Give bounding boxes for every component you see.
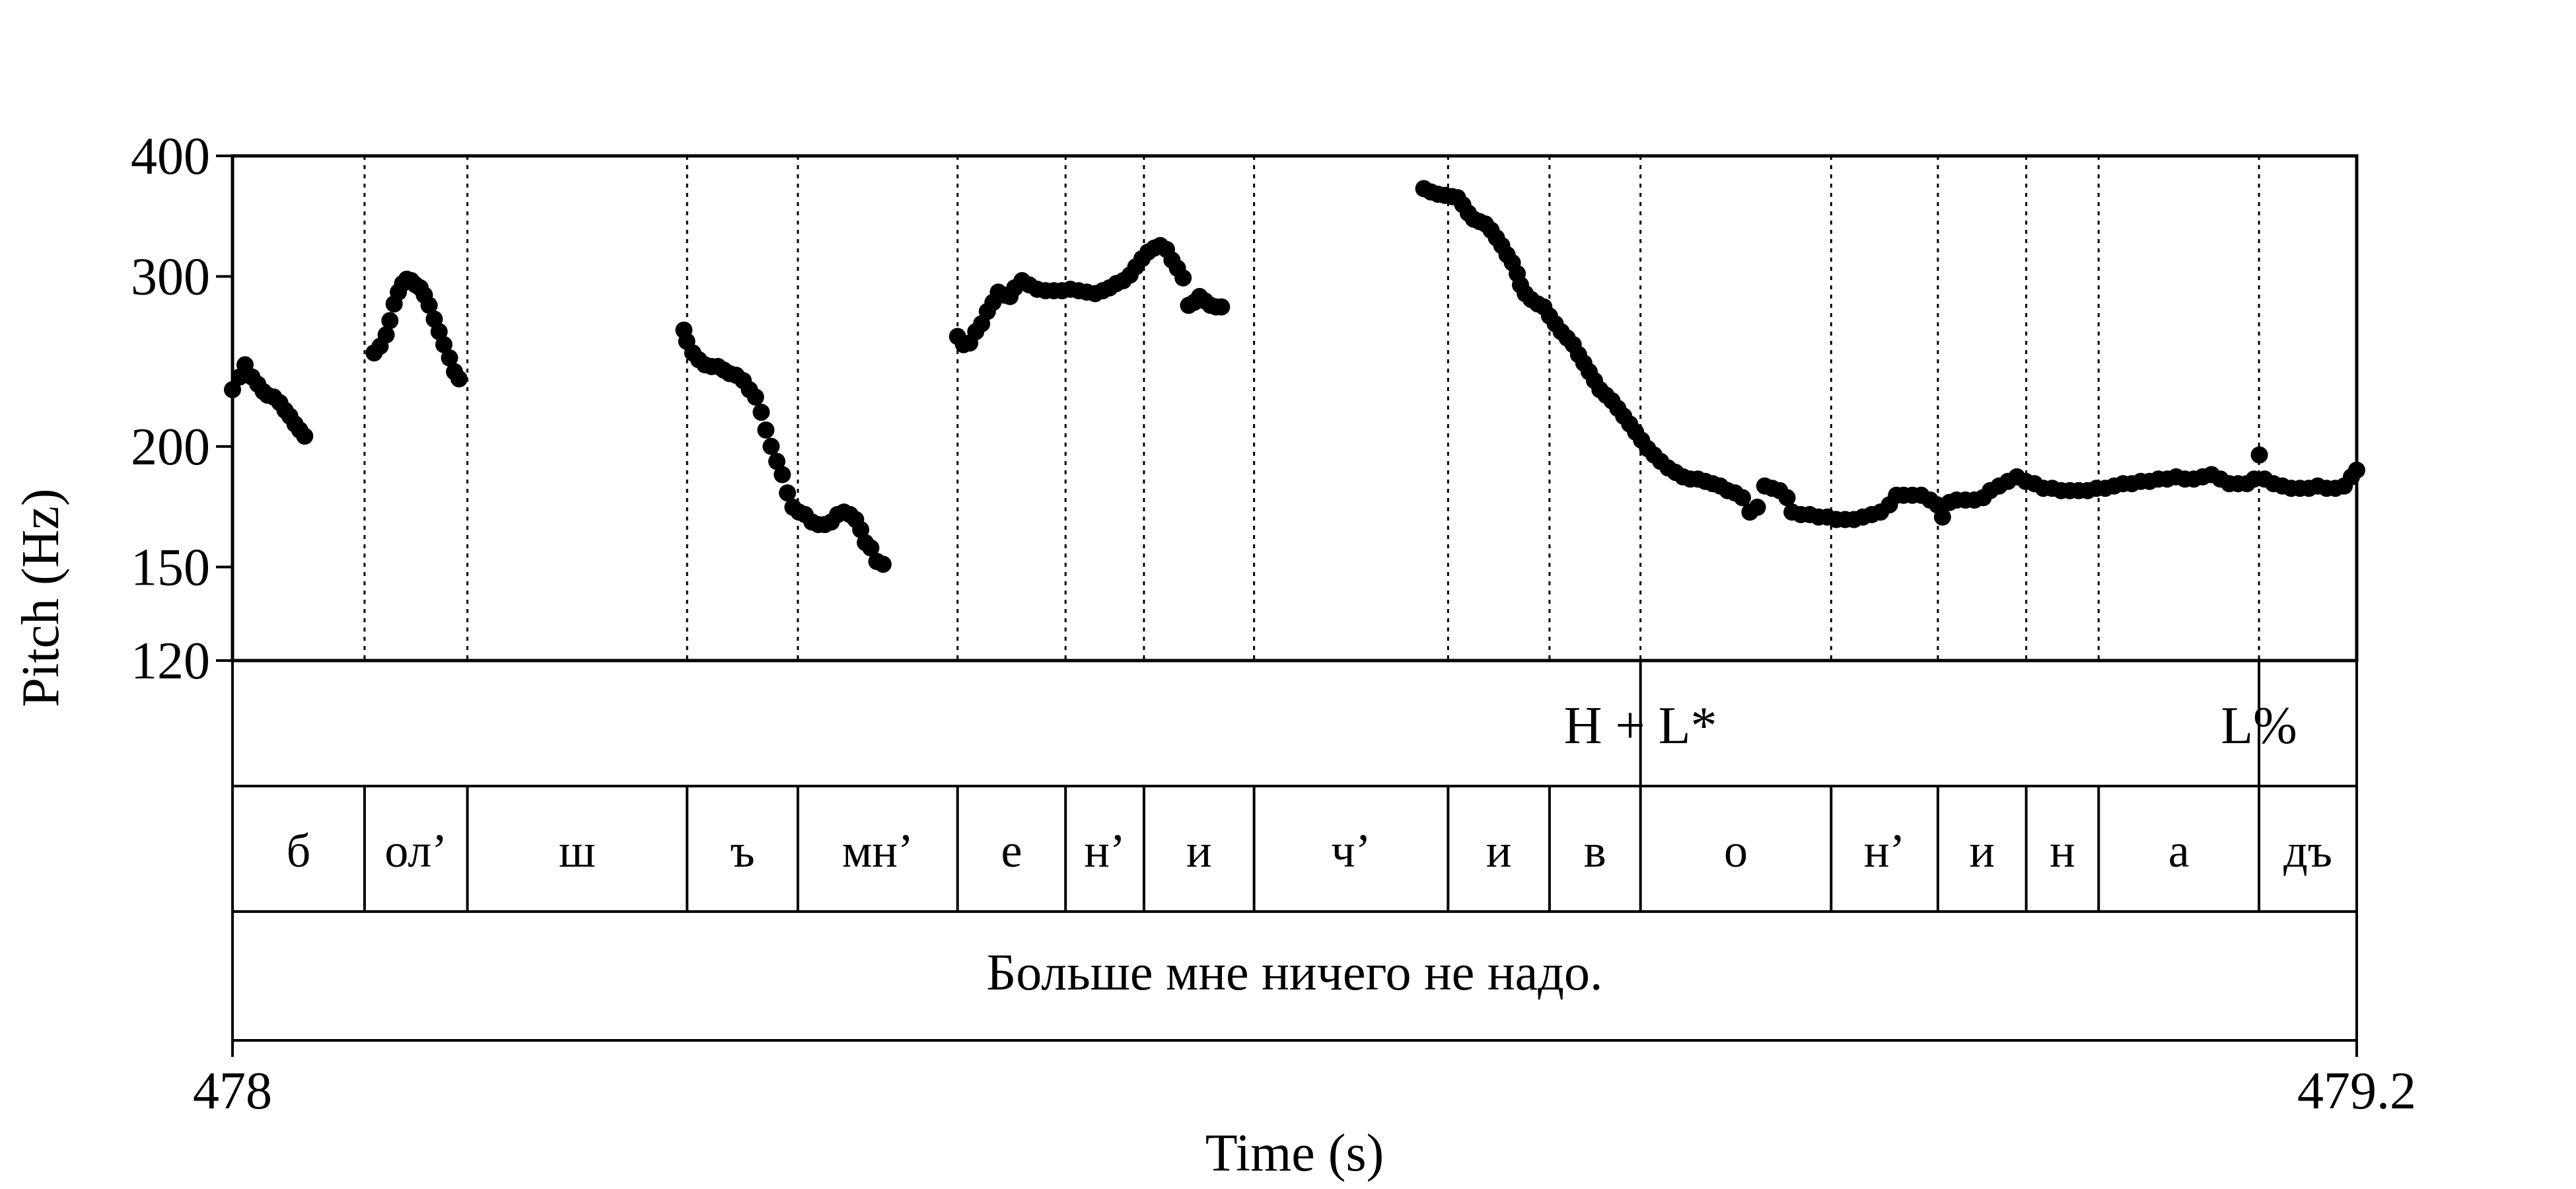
y-tick-label: 200 [131, 418, 210, 476]
pitch-point [296, 427, 314, 445]
pitch-point [450, 370, 468, 388]
segment-label: б [287, 824, 311, 877]
segment-labels-layer: б ол’ ш ъ мн’ е н’ и ч’ и в о н’ и н а дъ [287, 824, 2332, 877]
pitch-point [1174, 269, 1192, 287]
segment-label: ш [559, 824, 595, 877]
segment-boundaries-layer [363, 156, 2261, 912]
pitch-point [1778, 489, 1796, 507]
pitch-point [874, 556, 892, 573]
segment-label: о [1724, 824, 1748, 877]
segment-label: мн’ [842, 824, 913, 877]
pitch-point [757, 421, 775, 439]
segment-label: ол’ [384, 824, 447, 877]
pitch-point [862, 539, 880, 557]
pitch-point [420, 297, 438, 314]
x-axis: 478 479.2 Time (s) [193, 1040, 2416, 1182]
pitch-point [752, 404, 770, 421]
y-axis: 120 150 200 300 400 [131, 127, 233, 690]
pitch-point [1748, 498, 1766, 516]
pitch-points-layer [224, 180, 2365, 573]
segment-label: в [1584, 824, 1606, 877]
y-tick-label: 120 [131, 632, 210, 690]
tone-label: H + L* [1564, 697, 1717, 755]
pitch-plot-frame [231, 154, 2359, 663]
segment-tier-box [231, 785, 2358, 913]
segment-label: н’ [1084, 824, 1126, 877]
x-axis-label: Time (s) [1205, 1124, 1384, 1182]
pitch-point [779, 484, 797, 502]
pitch-point [762, 437, 780, 455]
x-tick-label-end: 479.2 [2297, 1062, 2416, 1120]
pitch-point [430, 323, 448, 341]
sentence-tier-box [231, 910, 2358, 1042]
pitch-point [768, 452, 786, 470]
pitch-point [1213, 298, 1231, 316]
y-tick-label: 400 [131, 127, 210, 186]
segment-label: дъ [2283, 824, 2332, 877]
segment-label: и [1486, 824, 1512, 877]
segment-label: и [1186, 824, 1212, 877]
segment-label: и [1970, 824, 1995, 877]
segment-label: ч’ [1331, 824, 1371, 877]
pitch-point [773, 466, 791, 484]
y-tick-label: 150 [131, 538, 210, 596]
sentence-text: Больше мне ничего не надо. [987, 943, 1603, 1001]
segment-label: н [2050, 824, 2075, 877]
y-tick-label: 300 [131, 248, 210, 306]
segment-label: а [2168, 824, 2190, 877]
pitch-point [1933, 508, 1951, 526]
pitch-point [441, 349, 458, 367]
segment-label: ъ [730, 824, 754, 877]
pitch-point [377, 326, 395, 343]
pitch-point [852, 521, 870, 538]
segment-label: е [1001, 824, 1022, 877]
tone-label: L% [2221, 697, 2297, 755]
pitch-point [435, 336, 452, 353]
pitch-point [1734, 489, 1751, 507]
tone-labels-layer: H + L* L% [1564, 697, 2297, 755]
tone-tier-box [231, 659, 2358, 787]
y-axis-label: Pitch (Hz) [12, 488, 70, 707]
x-tick-label-start: 478 [193, 1062, 272, 1120]
pitch-point [381, 312, 399, 330]
pitch-point [746, 388, 764, 406]
segment-label: н’ [1864, 824, 1906, 877]
